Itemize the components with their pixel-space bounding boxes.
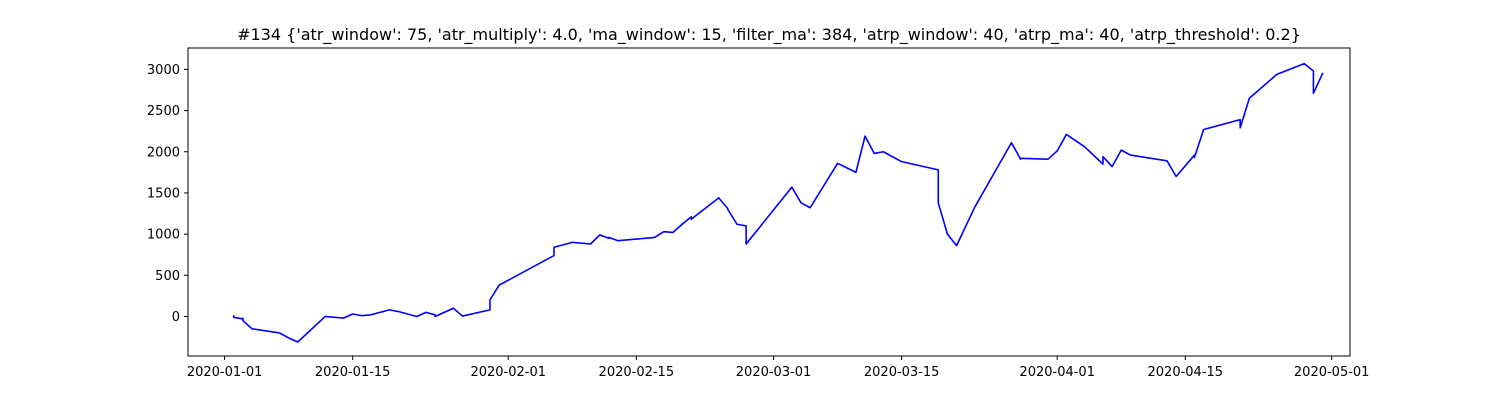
x-tick-label-1: 2020-01-15 [315, 365, 391, 380]
x-tick-label-3: 2020-02-15 [599, 365, 675, 380]
x-tick-label-0: 2020-01-01 [187, 365, 263, 380]
y-tick-label-4: 2000 [147, 145, 180, 160]
x-tick-label-5: 2020-03-15 [864, 365, 940, 380]
x-tick-label-6: 2020-04-01 [1019, 365, 1095, 380]
x-tick-label-7: 2020-04-15 [1148, 365, 1224, 380]
chart-title: #134 {'atr_window': 75, 'atr_multiply': … [237, 25, 1301, 45]
y-tick-label-6: 3000 [147, 63, 180, 78]
x-tick-label-2: 2020-02-01 [470, 365, 546, 380]
series-line [232, 62, 1324, 343]
x-tick-label-8: 2020-05-01 [1294, 365, 1370, 380]
plot-area: 2020-01-01 2020-01-15 2020-02-01 2020-02-15… [147, 47, 1370, 380]
y-tick-label-5: 2500 [147, 104, 180, 119]
y-tick-label-1: 500 [155, 269, 180, 284]
y-tick-label-0: 0 [172, 310, 180, 325]
x-tick-label-4: 2020-03-01 [736, 365, 812, 380]
plot-frame [187, 47, 1351, 357]
y-tick-label-3: 1500 [147, 186, 180, 201]
y-tick-label-2: 1000 [147, 228, 180, 243]
